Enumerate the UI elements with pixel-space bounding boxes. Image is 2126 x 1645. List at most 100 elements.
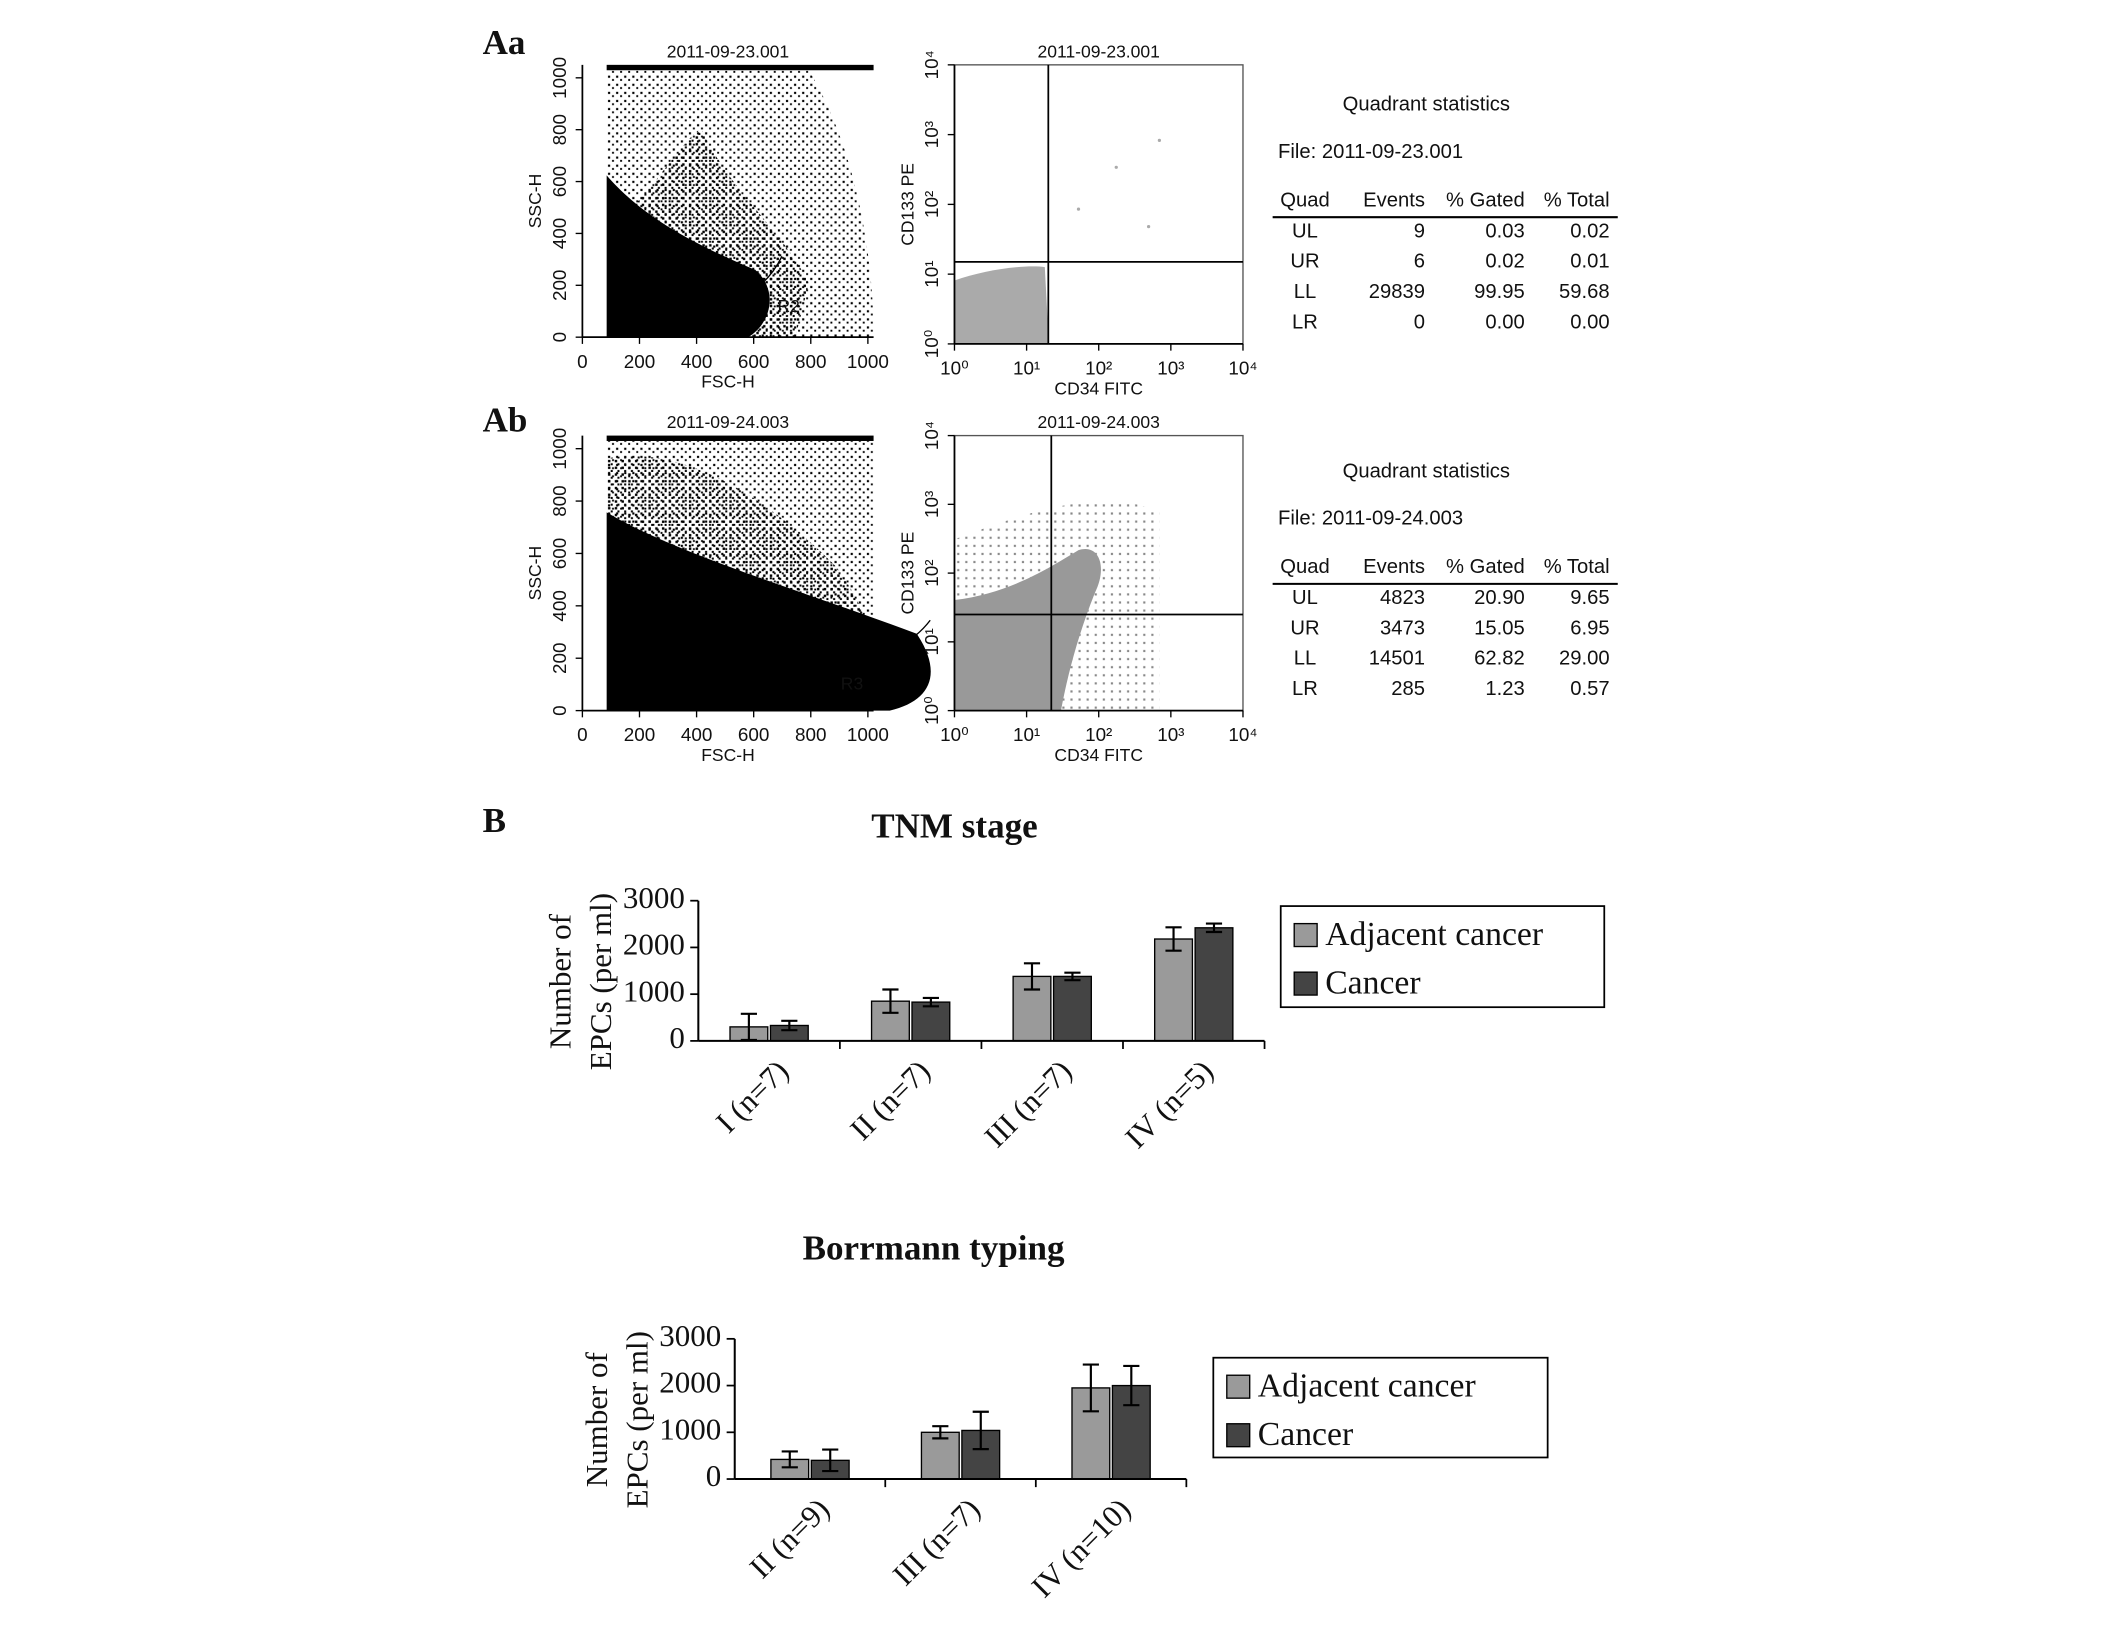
y-tick-label: 10⁰ <box>921 696 942 725</box>
x-tick-label: II (n=9) <box>742 1491 836 1585</box>
gate-label: R2 <box>777 296 799 316</box>
y-axis-label: SSC-H <box>525 546 545 601</box>
legend-box <box>1279 905 1606 1009</box>
y-tick-label: 10⁰ <box>921 330 942 359</box>
y-axis-label: Number of <box>579 1351 614 1487</box>
x-tick-label: I (n=7) <box>709 1053 795 1139</box>
table-cell: 285 <box>1391 678 1425 700</box>
x-tick-label: 1000 <box>847 724 889 745</box>
scatter-cloud <box>954 501 1160 711</box>
table-cell: 0.01 <box>1570 251 1609 273</box>
table-cell: 3473 <box>1380 617 1425 639</box>
legend-label: Cancer <box>1258 1416 1353 1453</box>
x-tick-label: 10⁰ <box>940 358 969 379</box>
x-tick-label: 200 <box>624 724 655 745</box>
x-tick-label: 10³ <box>1157 724 1184 745</box>
y-tick-label: 1000 <box>659 1411 721 1446</box>
y-tick-label: 10⁴ <box>921 421 942 450</box>
legend-label: Adjacent cancer <box>1325 916 1543 953</box>
table-header: % Gated <box>1446 556 1525 578</box>
table-file: File: 2011-09-23.001 <box>1278 141 1463 163</box>
scatter-cloud <box>606 64 874 338</box>
y-tick-label: 0 <box>706 1458 722 1493</box>
table-cell: LR <box>1292 678 1318 700</box>
table-cell: 62.82 <box>1474 648 1525 670</box>
table-cell: UL <box>1292 587 1318 609</box>
error-bar <box>1123 1364 1140 1407</box>
y-axis-label: SSC-H <box>525 174 545 229</box>
table-cell: 6 <box>1414 251 1425 273</box>
x-tick-label: 600 <box>738 351 769 372</box>
table-title: Quadrant statistics <box>1343 460 1510 482</box>
error-bar <box>781 1019 798 1032</box>
y-axis-label: Number of <box>543 913 578 1049</box>
y-tick-label: 0 <box>549 332 570 343</box>
x-tick-label: 600 <box>738 724 769 745</box>
table-file: File: 2011-09-24.003 <box>1278 508 1463 530</box>
y-tick-label: 10² <box>921 191 942 218</box>
chart-title: 2011-09-24.003 <box>1038 412 1160 432</box>
table-cell: 59.68 <box>1559 281 1610 303</box>
error-bar <box>972 1410 989 1451</box>
x-tick-label: II (n=7) <box>843 1053 937 1147</box>
y-axis-label: EPCs (per ml) <box>583 893 618 1070</box>
y-tick-label: 0 <box>549 705 570 716</box>
x-tick-label: 10² <box>1085 724 1112 745</box>
table-cell: 1.23 <box>1485 678 1524 700</box>
legend-box <box>1212 1356 1549 1459</box>
table-cell: 0.00 <box>1570 311 1609 333</box>
x-tick-label: 10⁴ <box>1228 358 1257 379</box>
table-cell: LL <box>1294 648 1317 670</box>
y-tick-label: 1000 <box>549 57 570 99</box>
table-cell: LL <box>1294 281 1317 303</box>
y-tick-label: 1000 <box>623 973 685 1008</box>
table-cell: LR <box>1292 311 1318 333</box>
table-cell: 0.02 <box>1485 251 1524 273</box>
y-tick-label: 2000 <box>659 1365 721 1400</box>
panel-label: Aa <box>483 23 526 62</box>
bar <box>1153 938 1194 1042</box>
error-bar <box>1023 962 1041 991</box>
legend-label: Cancer <box>1325 964 1420 1001</box>
y-tick-label: 400 <box>549 590 570 621</box>
error-bar <box>922 996 939 1008</box>
y-tick-label: 0 <box>669 1020 685 1055</box>
y-tick-label: 600 <box>549 538 570 569</box>
x-tick-label: III (n=7) <box>886 1491 987 1592</box>
x-tick-label: 10¹ <box>1013 358 1040 379</box>
x-tick-label: 800 <box>795 351 826 372</box>
x-tick-label: 1000 <box>847 351 889 372</box>
table-header: Quad <box>1280 556 1329 578</box>
table-header: % Total <box>1544 556 1610 578</box>
legend-swatch <box>1293 971 1318 996</box>
x-tick-label: III (n=7) <box>977 1053 1078 1154</box>
x-tick-label: 800 <box>795 724 826 745</box>
y-axis-label: CD133 PE <box>897 163 917 246</box>
error-bar <box>1205 922 1223 934</box>
y-tick-label: 3000 <box>659 1318 721 1353</box>
y-tick-label: 1000 <box>549 428 570 470</box>
table-cell: 4823 <box>1380 587 1425 609</box>
chart-title: Borrmann typing <box>803 1228 1065 1267</box>
table-header: Quad <box>1280 189 1329 211</box>
error-bar <box>1064 971 1081 982</box>
error-bar <box>882 988 899 1014</box>
table-cell: 9 <box>1414 220 1425 242</box>
x-axis-label: FSC-H <box>701 372 755 392</box>
table-cell: UL <box>1292 220 1318 242</box>
scatter-cloud <box>606 435 931 711</box>
table-cell: 15.05 <box>1474 617 1525 639</box>
x-axis-label: CD34 FITC <box>1054 745 1143 765</box>
error-bar <box>822 1448 839 1473</box>
y-tick-label: 10³ <box>921 121 942 148</box>
x-tick-label: IV (n=10) <box>1024 1491 1137 1604</box>
y-tick-label: 10¹ <box>921 261 942 288</box>
legend-swatch <box>1226 1374 1251 1399</box>
x-tick-label: 10⁰ <box>940 724 969 745</box>
table-header: % Total <box>1544 189 1610 211</box>
y-tick-label: 3000 <box>623 880 685 915</box>
legend-label: Adjacent cancer <box>1258 1367 1476 1404</box>
x-tick-label: 10² <box>1085 358 1112 379</box>
table-title: Quadrant statistics <box>1343 94 1510 116</box>
y-tick-label: 200 <box>549 642 570 673</box>
